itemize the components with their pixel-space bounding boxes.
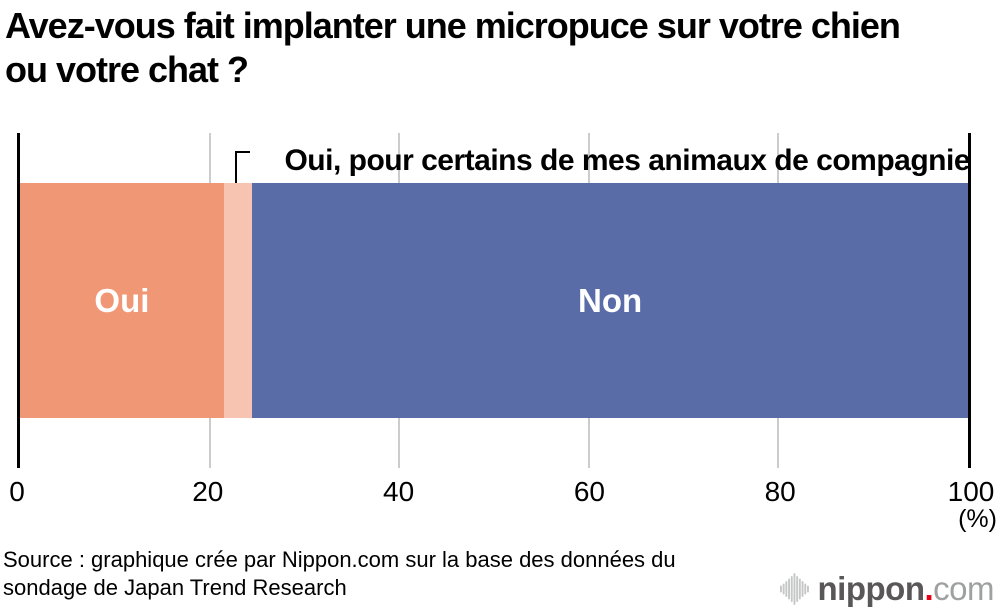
annotation-label: Oui, pour certains de mes animaux de com… bbox=[284, 144, 970, 177]
x-axis-unit-label: (%) bbox=[958, 505, 997, 533]
source-line-2: sondage de Japan Trend Research bbox=[3, 575, 347, 600]
logo-brand: nippon bbox=[817, 570, 925, 607]
annotation-bracket bbox=[235, 151, 250, 183]
sound-wave-icon bbox=[779, 573, 809, 605]
nippon-logo-text: nippon.com bbox=[817, 570, 995, 608]
bar-segment-non-label: Non bbox=[578, 281, 643, 319]
logo-dot: . bbox=[924, 570, 934, 607]
x-tick-label-80: 80 bbox=[764, 476, 796, 507]
x-axis-ticks: 0 20 40 60 80 100 bbox=[9, 476, 994, 508]
nippon-logo: nippon.com bbox=[779, 570, 995, 608]
x-tick-label-60: 60 bbox=[573, 476, 605, 507]
bar-segment-non: Non bbox=[252, 183, 968, 418]
source-line-1: Source : graphique crée par Nippon.com s… bbox=[3, 547, 676, 572]
bar-segment-oui: Oui bbox=[20, 183, 224, 418]
bar-segment-oui-certains bbox=[223, 183, 253, 418]
chart-title: Avez-vous fait implanter une micropuce s… bbox=[5, 5, 901, 90]
x-tick-label-0: 0 bbox=[9, 476, 25, 507]
bar-segment-oui-label: Oui bbox=[94, 281, 150, 319]
x-tick-label-20: 20 bbox=[192, 476, 224, 507]
plot-area: Oui Non bbox=[17, 133, 971, 468]
stacked-bar: Oui Non bbox=[20, 183, 968, 418]
source-caption: Source : graphique crée par Nippon.com s… bbox=[3, 546, 676, 602]
x-tick-label-100: 100 bbox=[947, 476, 995, 507]
logo-tld: com bbox=[933, 570, 994, 607]
x-tick-label-40: 40 bbox=[383, 476, 415, 507]
